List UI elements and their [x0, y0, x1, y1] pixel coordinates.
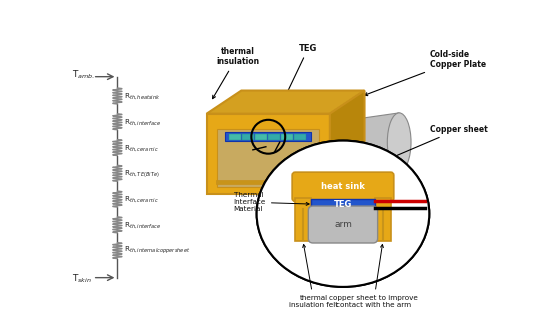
Text: T$_{amb.}$: T$_{amb.}$: [72, 69, 95, 81]
Text: R$_{th, ceramic}$: R$_{th, ceramic}$: [124, 143, 159, 153]
Text: thermal
insulation: thermal insulation: [212, 47, 259, 99]
Polygon shape: [328, 168, 359, 184]
Text: T$_{skin}$: T$_{skin}$: [72, 273, 92, 285]
FancyBboxPatch shape: [292, 172, 394, 202]
Text: R$_{th, internal copper sheet}$: R$_{th, internal copper sheet}$: [124, 245, 191, 256]
Text: copper sheet to improve
contact with the arm: copper sheet to improve contact with the…: [329, 245, 418, 307]
Polygon shape: [207, 114, 330, 195]
Polygon shape: [216, 180, 321, 184]
Text: thermal
insulation felt: thermal insulation felt: [289, 245, 339, 307]
Ellipse shape: [387, 113, 411, 171]
Text: Cold-side
Copper Plate: Cold-side Copper Plate: [364, 50, 486, 96]
Polygon shape: [242, 134, 254, 140]
Ellipse shape: [257, 141, 429, 287]
Text: arm: arm: [274, 164, 293, 174]
Polygon shape: [229, 134, 241, 140]
FancyBboxPatch shape: [375, 198, 391, 241]
Polygon shape: [330, 91, 365, 195]
Ellipse shape: [225, 136, 250, 195]
Text: R$_{th, ceramic}$: R$_{th, ceramic}$: [124, 194, 159, 204]
Text: Copper sheet: Copper sheet: [351, 124, 488, 175]
Text: heat sink: heat sink: [321, 182, 365, 191]
Text: TEG: TEG: [334, 200, 352, 209]
Text: R$_{th, heat sink}$: R$_{th, heat sink}$: [124, 91, 161, 101]
Text: R$_{th, interface}$: R$_{th, interface}$: [124, 117, 162, 127]
Text: R$_{th, TE (BiTe)}$: R$_{th, TE (BiTe)}$: [124, 168, 160, 179]
Polygon shape: [217, 129, 319, 187]
FancyBboxPatch shape: [308, 206, 378, 243]
Text: R$_{th, interface}$: R$_{th, interface}$: [124, 220, 162, 230]
Polygon shape: [225, 132, 311, 141]
Text: arm: arm: [334, 220, 352, 229]
Text: TEG: TEG: [270, 44, 318, 128]
Polygon shape: [268, 134, 280, 140]
Polygon shape: [281, 134, 293, 140]
Polygon shape: [207, 91, 365, 114]
Text: Thermal
Interface
Material: Thermal Interface Material: [234, 192, 309, 212]
Polygon shape: [294, 134, 306, 140]
Ellipse shape: [257, 141, 429, 287]
FancyBboxPatch shape: [295, 198, 311, 241]
Polygon shape: [255, 134, 267, 140]
Polygon shape: [311, 199, 375, 209]
Polygon shape: [238, 113, 399, 195]
